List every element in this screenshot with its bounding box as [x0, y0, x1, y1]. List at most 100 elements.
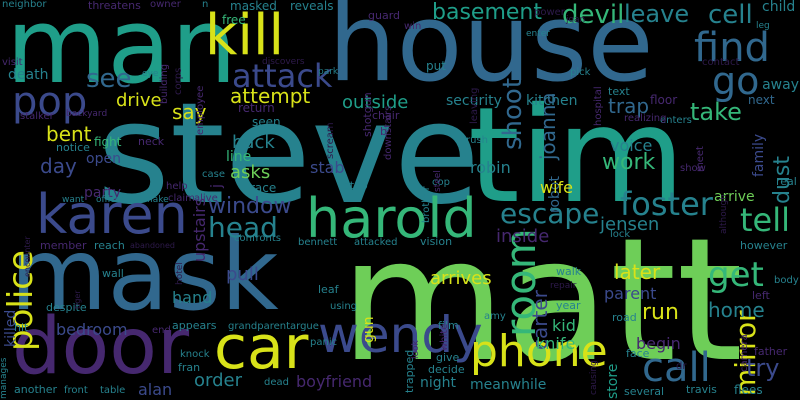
word-panic: panic — [310, 337, 338, 348]
word-voice: voice — [610, 136, 653, 155]
word-guard: guard — [368, 9, 401, 22]
word-line: line — [226, 149, 252, 165]
word-joan: joan — [566, 15, 586, 25]
word-alan: alan — [138, 380, 173, 399]
word-seen: seen — [252, 115, 281, 129]
word-knife: knife — [536, 334, 576, 353]
word-dead: dead — [264, 377, 289, 388]
word-year: year — [556, 299, 581, 312]
word-wendy: wendy — [318, 306, 483, 364]
word-trap: trap — [608, 94, 650, 118]
word-fight: fight — [94, 135, 122, 149]
word-head: head — [208, 211, 278, 244]
word-pick: pick — [570, 67, 591, 78]
word-threatens: threatens — [88, 0, 141, 12]
word-wife: wife — [540, 178, 574, 197]
word-shoot: shoot — [498, 77, 528, 150]
word-road: road — [612, 311, 637, 324]
word-left: left — [752, 289, 770, 302]
word-building: building — [159, 63, 170, 104]
word-try: try — [746, 354, 780, 382]
word-store: store — [605, 363, 621, 399]
word-vision: vision — [420, 235, 453, 248]
word-grandparent: grandparent — [228, 321, 291, 332]
word-realizing: realizing — [624, 113, 667, 124]
word-begin: begin — [636, 334, 681, 353]
word-parent: parent — [604, 284, 657, 303]
word-inside: inside — [496, 226, 550, 247]
word-case: case — [202, 169, 225, 180]
word-front: front — [64, 385, 88, 396]
word-enter: enter — [526, 29, 551, 39]
word-leaf: leaf — [318, 283, 339, 296]
word-work: work — [602, 150, 656, 175]
word-hospital: hospital — [593, 86, 604, 126]
word-wall: wall — [102, 267, 124, 280]
word-n: n — [202, 0, 209, 10]
word-house: house — [328, 0, 654, 106]
word-repair: repair — [550, 281, 577, 291]
word-end: end — [152, 325, 171, 336]
word-tell: tell — [740, 201, 791, 239]
word-tim: tim — [468, 79, 686, 233]
word-visit: visit — [2, 57, 23, 68]
word-park: park — [318, 67, 339, 77]
word-dr: dr — [676, 361, 687, 372]
word-free: free — [222, 13, 246, 27]
word-get: get — [708, 255, 764, 295]
word-neighbor: neighbor — [2, 0, 47, 10]
word-jensen: jensen — [600, 214, 660, 235]
word-next: next — [748, 93, 775, 107]
word-away: away — [762, 77, 799, 93]
word-power: power — [534, 7, 565, 18]
word-see: see — [86, 64, 132, 94]
word-day: day — [40, 154, 77, 178]
word-door: door — [12, 302, 190, 392]
word-call: call — [642, 345, 711, 391]
word-want: want — [62, 195, 85, 205]
word-bennett: bennett — [298, 237, 338, 248]
word-attacked: attacked — [354, 237, 398, 248]
word-reach: reach — [94, 239, 125, 252]
word-say: say — [172, 100, 207, 124]
word-b: b — [380, 125, 387, 138]
word-attack: attack — [232, 57, 333, 95]
word-neck: neck — [138, 135, 165, 148]
word-leave: leave — [624, 0, 690, 28]
word-attempt: attempt — [230, 84, 311, 108]
word-arrive: arrive — [714, 189, 755, 205]
word-outside: outside — [342, 92, 409, 113]
word-eye: eye — [142, 69, 159, 79]
word-find: find — [694, 25, 770, 71]
word-white: white — [439, 323, 450, 351]
word-father: father — [754, 345, 788, 358]
word-bent: bent — [46, 122, 92, 146]
word-real: real — [776, 175, 797, 188]
word-appears: appears — [172, 319, 217, 332]
word-joanna: joanna — [536, 92, 560, 160]
word-reveals: reveals — [290, 0, 334, 13]
word-abandoned: abandoned — [130, 241, 175, 250]
word-show: show — [680, 163, 706, 174]
word-brother: brother — [421, 186, 432, 223]
word-later: later — [614, 260, 661, 284]
word-basement: basement — [432, 0, 542, 25]
word-open: open — [86, 151, 121, 167]
word-child: child — [762, 0, 796, 15]
word-home: home — [708, 298, 765, 322]
word-owner: owner — [150, 0, 181, 10]
word-table: table — [100, 385, 126, 396]
word-help: help — [166, 181, 188, 192]
word-race: race — [250, 181, 277, 195]
word-security: security — [446, 93, 502, 109]
word-run: run — [642, 300, 679, 325]
word-asks: asks — [230, 162, 271, 183]
word-kill: kill — [205, 3, 285, 68]
word-car: car — [214, 313, 309, 383]
word-order: order — [194, 370, 242, 391]
word-robin: robin — [470, 158, 511, 177]
word-return: return — [238, 101, 275, 115]
word-discovers: discovers — [262, 57, 305, 67]
word-kitchen: kitchen — [526, 93, 578, 109]
word-stop: stop — [344, 179, 368, 192]
